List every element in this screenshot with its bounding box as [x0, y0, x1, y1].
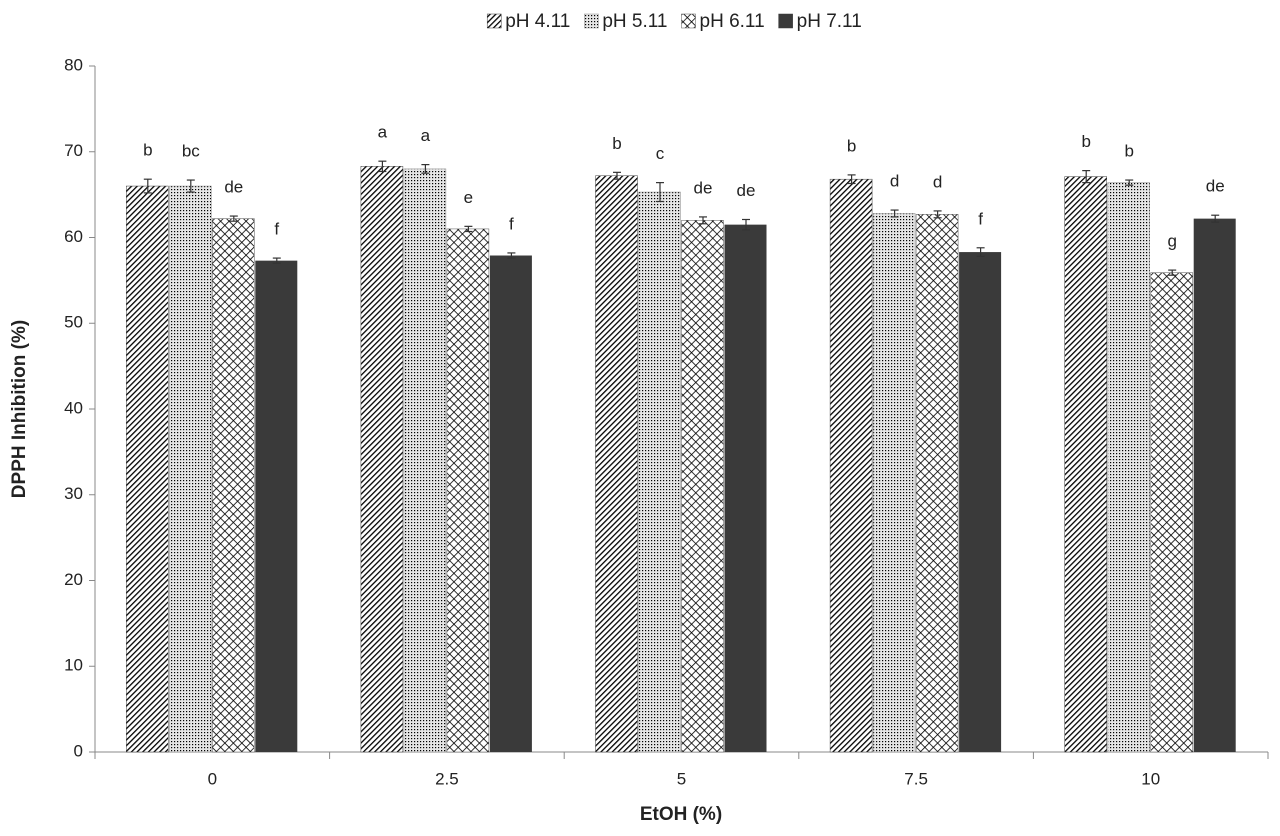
error-bar: [421, 164, 430, 174]
legend-label: pH 7.11: [797, 11, 862, 32]
bar: [1107, 182, 1150, 753]
x-tick-label: 7.5: [904, 769, 928, 788]
error-bar: [186, 179, 195, 193]
y-tick-label: 40: [64, 398, 83, 417]
significance-label: b: [847, 136, 856, 155]
significance-label: c: [656, 144, 665, 163]
bar: [360, 166, 404, 753]
bar: [1193, 218, 1236, 752]
significance-label: f: [509, 214, 514, 233]
bar: [446, 228, 490, 753]
bar: [1064, 176, 1107, 753]
error-bar: [507, 252, 516, 259]
significance-label: d: [933, 172, 942, 191]
y-tick-label: 10: [64, 656, 83, 675]
error-bar: [1168, 269, 1177, 276]
significance-label: f: [274, 220, 279, 239]
legend-label: pH 5.11: [602, 11, 667, 32]
error-bar: [976, 247, 985, 257]
significance-label: b: [143, 141, 152, 160]
significance-label: b: [1081, 132, 1090, 151]
legend-swatch: [486, 13, 502, 29]
error-bar: [272, 257, 281, 264]
y-tick-label: 50: [64, 313, 83, 332]
error-bar: [890, 209, 899, 218]
significance-label: f: [978, 209, 983, 228]
significance-label: bc: [182, 142, 200, 161]
significance-label: de: [737, 181, 756, 200]
error-bar: [742, 218, 750, 231]
error-bar: [143, 178, 152, 194]
significance-label: e: [464, 188, 473, 207]
x-tick-label: 5: [677, 769, 686, 788]
y-tick-label: 20: [64, 570, 83, 589]
y-tick-label: 60: [64, 227, 83, 246]
x-tick-label: 2.5: [435, 769, 459, 788]
bar: [915, 214, 959, 753]
error-bar: [378, 160, 387, 173]
bar: [829, 178, 873, 753]
significance-label: b: [612, 134, 621, 153]
bar: [959, 252, 1002, 752]
significance-label: g: [1167, 232, 1176, 251]
y-tick-label: 30: [64, 484, 83, 503]
significance-label: d: [890, 172, 899, 191]
y-tick-label: 70: [64, 141, 83, 160]
bar: [169, 185, 212, 753]
bar: [1150, 272, 1193, 753]
significance-label: b: [1124, 142, 1133, 161]
error-bar: [464, 225, 473, 233]
error-bar: [229, 215, 238, 222]
bar: [126, 185, 169, 753]
bar: [489, 255, 532, 752]
significance-label: de: [1206, 177, 1225, 196]
bar: [403, 168, 447, 753]
significance-label: a: [421, 126, 431, 145]
legend-swatch: [778, 13, 793, 29]
error-bar: [847, 174, 856, 185]
y-tick-label: 0: [74, 741, 83, 760]
y-axis-title: DPPH Inhibition (%): [9, 320, 30, 498]
error-bar: [933, 210, 942, 219]
y-tick-label: 80: [64, 55, 83, 74]
significance-label: a: [378, 123, 388, 142]
bar: [595, 175, 638, 753]
bar: [255, 260, 298, 752]
error-bar: [1211, 214, 1220, 223]
significance-label: de: [224, 178, 243, 197]
significance-label: de: [694, 178, 713, 197]
error-bar: [1082, 170, 1091, 184]
bar: [212, 218, 255, 753]
legend-label: pH 4.11: [505, 11, 570, 32]
x-tick-label: 0: [208, 769, 217, 788]
error-bar: [656, 182, 664, 203]
legend-swatch: [584, 13, 599, 29]
error-bar: [699, 216, 707, 225]
bar: [681, 220, 724, 753]
bar: [724, 224, 767, 752]
error-bar: [1125, 179, 1134, 186]
legend-swatch: [681, 13, 696, 29]
error-bar: [613, 171, 621, 180]
x-axis-title: EtOH (%): [640, 804, 722, 825]
legend-label: pH 6.11: [700, 11, 765, 32]
bar: [872, 213, 916, 753]
bar: [638, 191, 681, 753]
x-tick-label: 10: [1141, 769, 1160, 788]
